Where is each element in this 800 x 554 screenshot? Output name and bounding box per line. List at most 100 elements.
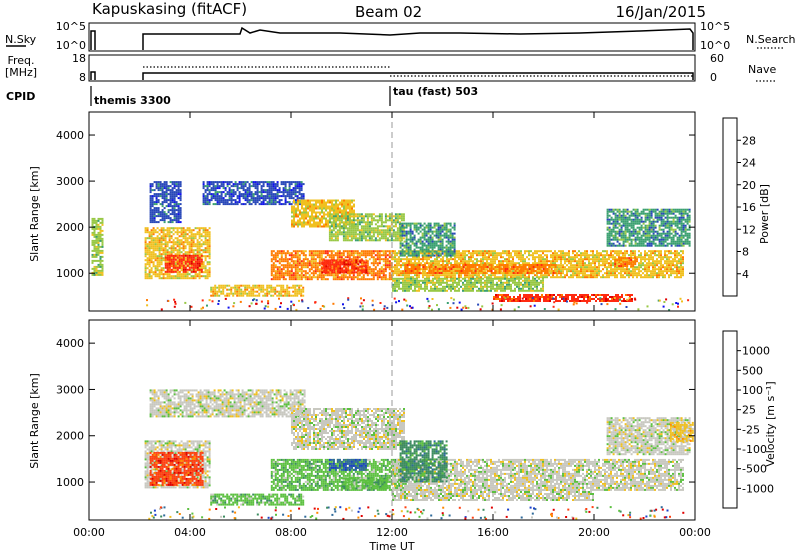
echo-cell <box>258 183 261 186</box>
echo-cell <box>310 266 313 269</box>
echo-cell <box>284 290 287 293</box>
echo-cell <box>386 260 389 263</box>
echo-cell <box>95 223 98 226</box>
echo-cell <box>292 191 295 194</box>
echo-cell <box>382 272 385 275</box>
echo-cell <box>294 262 297 265</box>
echo-cell <box>584 258 586 261</box>
echo-cell <box>316 268 319 271</box>
echo-cell <box>290 195 293 198</box>
echo-cell <box>148 243 151 246</box>
echo-cell <box>293 201 295 204</box>
echo-cell <box>319 217 321 220</box>
echo-cell <box>406 260 408 263</box>
echo-cell <box>494 252 496 255</box>
echo-cell <box>272 256 275 259</box>
echo-cell <box>446 262 448 265</box>
echo-cell <box>162 251 165 254</box>
echo-cell <box>616 270 618 273</box>
echo-cell <box>396 221 399 224</box>
echo-cell <box>360 213 363 216</box>
echo-cell <box>438 274 440 277</box>
echo-cell <box>208 261 211 264</box>
echo-cell <box>566 274 568 277</box>
echo-cell <box>516 274 518 277</box>
echo-cell <box>302 252 305 255</box>
echo-cell <box>166 277 169 280</box>
echo-cell <box>305 215 307 218</box>
echo-cell <box>161 209 164 212</box>
echo-cell <box>148 269 151 272</box>
echo-cell <box>222 191 225 194</box>
echo-cell <box>174 258 177 261</box>
echo-cell <box>582 266 584 269</box>
echo-cell <box>204 269 207 272</box>
echo-cell <box>242 284 245 287</box>
echo-cell <box>452 272 454 275</box>
echo-cell <box>295 215 297 218</box>
echo-cell <box>350 278 353 281</box>
echo-cell <box>347 213 349 216</box>
echo-cell <box>302 260 305 263</box>
echo-cell <box>258 199 261 202</box>
echo-cell <box>250 195 253 198</box>
echo-cell <box>179 203 182 206</box>
echo-cell <box>149 209 152 212</box>
echo-cell <box>590 270 592 273</box>
echo-cell <box>422 256 424 259</box>
echo-cell <box>97 241 100 244</box>
echo-cell <box>362 254 365 257</box>
echo-cell <box>97 223 100 226</box>
echo-cell <box>618 250 620 253</box>
echo-cell <box>302 286 305 289</box>
echo-cell <box>101 241 104 244</box>
echo-cell <box>228 284 231 287</box>
echo-cell <box>318 264 321 267</box>
echo-cell <box>192 268 195 271</box>
echo-cell <box>194 266 197 269</box>
echo-cell <box>312 274 315 277</box>
echo-cell <box>272 199 275 202</box>
echo-cell <box>198 262 201 265</box>
echo-cell <box>311 209 313 212</box>
echo-cell <box>290 294 293 297</box>
echo-cell <box>339 263 342 266</box>
echo-cell <box>462 258 464 261</box>
echo-cell <box>168 254 171 257</box>
echo-cell <box>236 292 239 295</box>
echo-cell <box>612 254 614 257</box>
echo-cell <box>272 268 275 271</box>
echo-cell <box>186 277 189 280</box>
echo-cell <box>340 227 343 230</box>
echo-cell <box>642 256 644 259</box>
echo-cell <box>162 229 165 232</box>
echo-cell <box>212 290 215 293</box>
echo-cell <box>362 264 365 267</box>
echo-cell <box>238 187 241 190</box>
echo-cell <box>97 219 100 222</box>
echo-cell <box>212 286 215 289</box>
echo-cell <box>204 277 207 280</box>
echo-cell <box>150 269 153 272</box>
echo-cell <box>174 269 177 272</box>
echo-cell <box>190 256 193 259</box>
echo-cell <box>188 247 191 250</box>
echo-cell <box>93 241 96 244</box>
echo-cell <box>598 258 600 261</box>
echo-cell <box>260 185 263 188</box>
echo-cell <box>196 264 199 267</box>
echo-cell <box>206 197 209 200</box>
echo-cell <box>338 229 341 232</box>
echo-cell <box>359 261 362 264</box>
echo-cell <box>144 271 147 274</box>
echo-cell <box>308 250 311 253</box>
echo-cell <box>392 229 395 232</box>
echo-cell <box>564 262 566 265</box>
echo-cell <box>636 268 638 271</box>
echo-cell <box>196 243 199 246</box>
echo-cell <box>592 258 594 261</box>
echo-cell <box>294 195 297 198</box>
echo-cell <box>313 223 315 226</box>
echo-cell <box>466 254 468 257</box>
echo-cell <box>306 258 309 261</box>
